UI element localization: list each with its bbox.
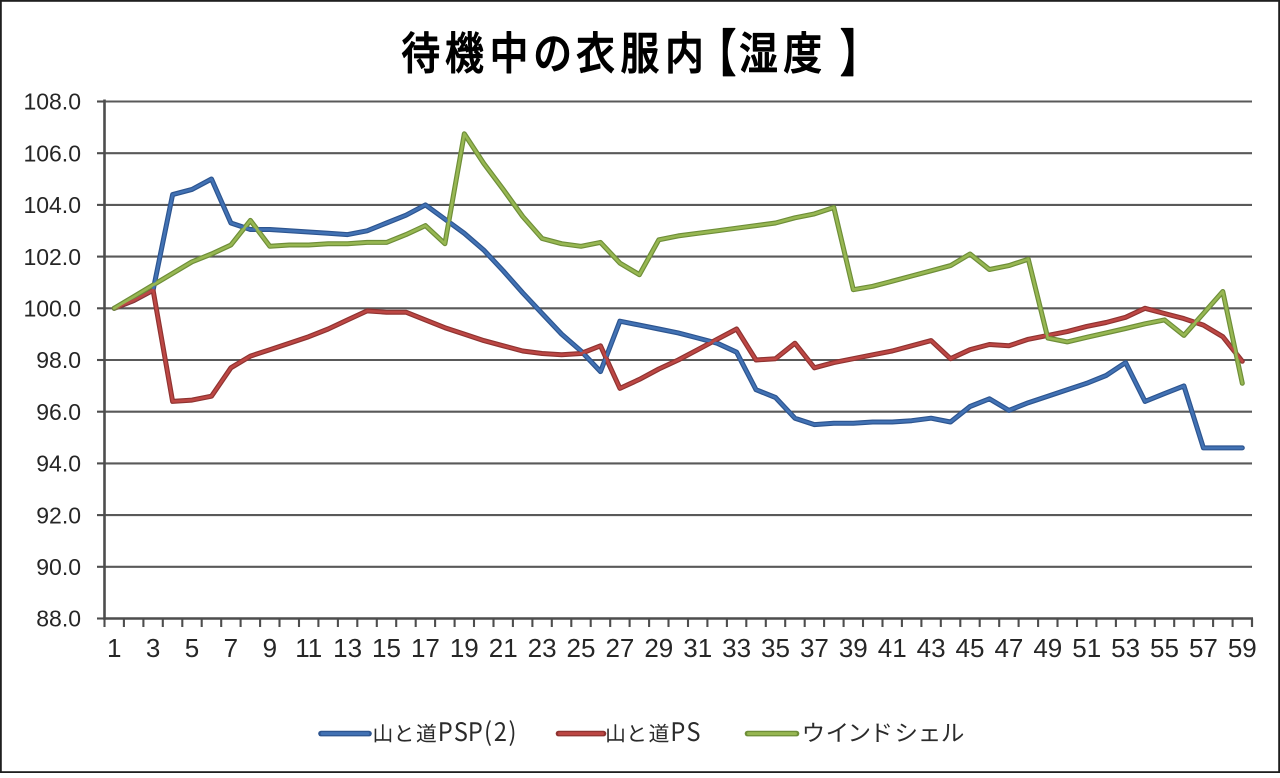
- svg-text:15: 15: [372, 633, 401, 663]
- svg-text:19: 19: [450, 633, 479, 663]
- svg-text:27: 27: [605, 633, 634, 663]
- svg-text:53: 53: [1111, 633, 1140, 663]
- svg-text:13: 13: [333, 633, 362, 663]
- svg-text:11: 11: [295, 633, 322, 663]
- svg-text:104.0: 104.0: [23, 192, 81, 218]
- svg-text:17: 17: [411, 633, 440, 663]
- svg-text:31: 31: [683, 633, 712, 663]
- svg-text:51: 51: [1072, 633, 1101, 663]
- svg-text:35: 35: [761, 633, 790, 663]
- svg-text:90.0: 90.0: [36, 554, 81, 580]
- svg-text:39: 39: [839, 633, 868, 663]
- svg-text:47: 47: [994, 633, 1023, 663]
- svg-text:55: 55: [1150, 633, 1179, 663]
- svg-text:41: 41: [878, 633, 907, 663]
- svg-text:92.0: 92.0: [36, 502, 81, 528]
- svg-text:21: 21: [489, 633, 518, 663]
- svg-text:29: 29: [644, 633, 673, 663]
- svg-text:9: 9: [263, 633, 277, 663]
- svg-text:106.0: 106.0: [23, 140, 81, 166]
- svg-text:102.0: 102.0: [23, 244, 81, 270]
- svg-text:59: 59: [1228, 633, 1257, 663]
- svg-text:3: 3: [146, 633, 160, 663]
- svg-text:88.0: 88.0: [36, 606, 81, 632]
- svg-text:23: 23: [528, 633, 557, 663]
- svg-text:96.0: 96.0: [36, 399, 81, 425]
- svg-text:108.0: 108.0: [23, 89, 81, 115]
- svg-text:57: 57: [1189, 633, 1218, 663]
- svg-text:45: 45: [956, 633, 985, 663]
- svg-text:37: 37: [800, 633, 829, 663]
- svg-text:5: 5: [185, 633, 199, 663]
- svg-text:100.0: 100.0: [23, 296, 81, 322]
- svg-text:49: 49: [1033, 633, 1062, 663]
- svg-text:94.0: 94.0: [36, 451, 81, 477]
- svg-text:25: 25: [567, 633, 596, 663]
- svg-text:98.0: 98.0: [36, 347, 81, 373]
- svg-text:33: 33: [722, 633, 751, 663]
- svg-text:43: 43: [917, 633, 946, 663]
- svg-text:1: 1: [107, 633, 121, 663]
- svg-text:7: 7: [224, 633, 238, 663]
